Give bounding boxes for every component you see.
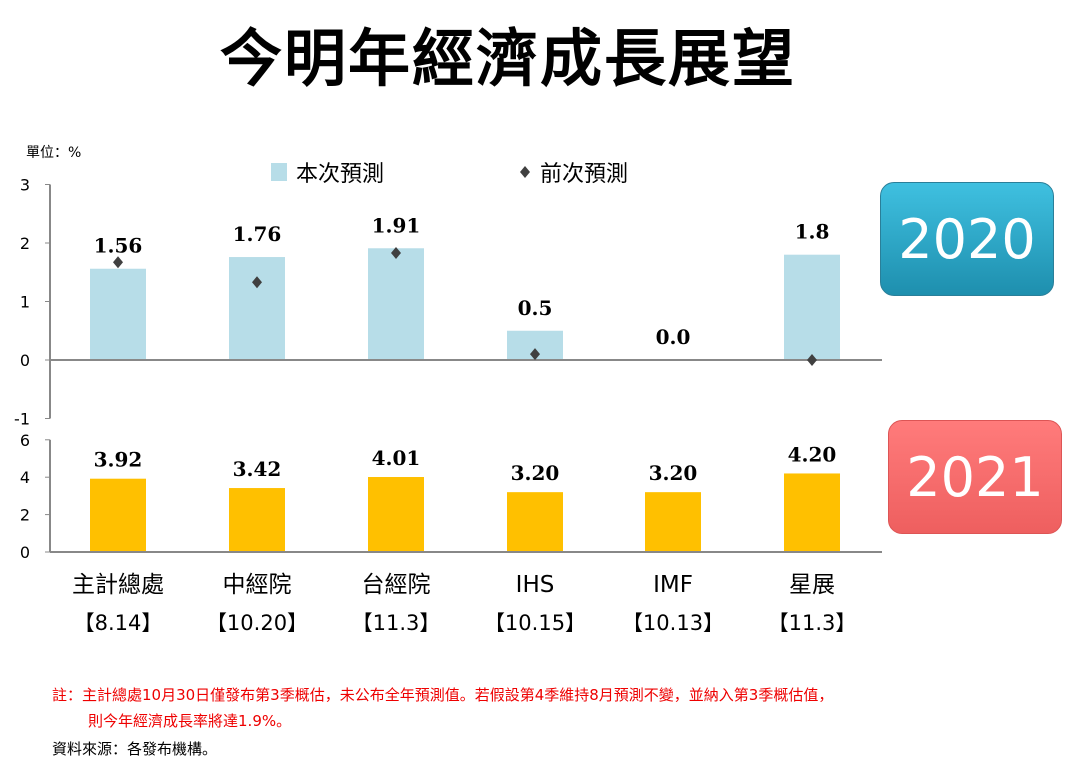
x-category-date: 【11.3】 <box>768 611 857 635</box>
badge-2021: 2021 <box>888 420 1062 534</box>
bar-2021 <box>90 478 146 552</box>
previous-forecast-marker <box>391 246 401 259</box>
x-category-label: IMF <box>653 572 693 598</box>
x-category-date: 【10.15】 <box>484 611 586 635</box>
data-label-2021: 3.42 <box>233 457 282 481</box>
badge-2020: 2020 <box>880 182 1054 296</box>
x-category-date: 【11.3】 <box>352 611 441 635</box>
bar-2020 <box>229 257 285 360</box>
y-tick-label-2021: 4 <box>20 468 30 487</box>
legend-swatch-current <box>271 163 287 181</box>
source-note: 資料來源：各發布機構。 <box>52 740 218 758</box>
unit-label: 單位：% <box>26 145 82 161</box>
data-label-2021: 3.20 <box>649 461 698 485</box>
data-label-2021: 3.92 <box>94 448 143 472</box>
y-tick-label-2021: 6 <box>20 431 30 450</box>
legend-label-current: 本次預測 <box>296 162 384 187</box>
x-category-date: 【10.20】 <box>206 611 308 635</box>
x-category-label: 中經院 <box>223 572 292 598</box>
y-tick-label-2021: 0 <box>20 543 30 562</box>
y-tick-label-2020: -1 <box>14 410 30 429</box>
data-label-2021: 3.20 <box>511 461 560 485</box>
data-label-2020: 1.56 <box>94 234 143 258</box>
bar-2021 <box>784 473 840 552</box>
x-category-label: 星展 <box>789 572 835 598</box>
page-title: 今明年經濟成長展望 <box>219 22 796 95</box>
legend-swatch-previous <box>520 166 530 178</box>
note-line-1: 註：主計總處10月30日僅發布第3季概估，未公布全年預測值。若假設第4季維持8月… <box>52 686 834 704</box>
previous-forecast-marker <box>113 256 123 269</box>
bar-2021 <box>229 488 285 552</box>
x-category-label: 台經院 <box>362 572 431 598</box>
x-category-date: 【8.14】 <box>74 611 163 635</box>
bar-2020 <box>368 248 424 360</box>
y-tick-label-2021: 2 <box>20 506 30 525</box>
data-label-2020: 0.5 <box>518 296 553 320</box>
bar-2020 <box>784 254 840 360</box>
data-label-2021: 4.20 <box>788 442 837 466</box>
x-category-label: IHS <box>516 572 555 598</box>
x-category-date: 【10.13】 <box>622 611 724 635</box>
bar-2021 <box>507 492 563 552</box>
y-tick-label-2020: 3 <box>20 176 30 195</box>
data-label-2020: 1.76 <box>233 222 282 246</box>
y-tick-label-2020: 2 <box>20 234 30 253</box>
y-tick-label-2020: 1 <box>20 293 30 312</box>
previous-forecast-marker <box>807 354 817 366</box>
note-line-2: 則今年經濟成長率將達1.9%。 <box>88 712 292 730</box>
x-category-label: 主計總處 <box>72 572 164 598</box>
bar-2021 <box>645 492 701 552</box>
data-label-2020: 0.0 <box>656 325 691 349</box>
data-label-2021: 4.01 <box>372 446 421 470</box>
data-label-2020: 1.8 <box>795 220 830 244</box>
data-label-2020: 1.91 <box>372 213 421 237</box>
bar-2021 <box>368 477 424 552</box>
bar-2020 <box>90 268 146 360</box>
previous-forecast-marker <box>530 348 540 361</box>
previous-forecast-marker <box>252 276 262 289</box>
legend-label-previous: 前次預測 <box>540 162 628 187</box>
y-tick-label-2020: 0 <box>20 351 30 370</box>
